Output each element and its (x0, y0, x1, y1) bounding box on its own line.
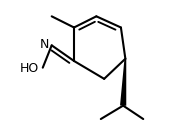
Polygon shape (120, 59, 126, 106)
Text: HO: HO (20, 62, 39, 75)
Text: N: N (40, 38, 49, 51)
